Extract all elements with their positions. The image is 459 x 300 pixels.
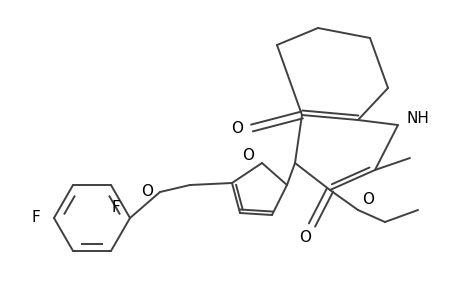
- Text: F: F: [32, 211, 40, 226]
- Text: O: O: [141, 184, 153, 200]
- Text: O: O: [230, 121, 242, 136]
- Text: O: O: [241, 148, 253, 163]
- Text: NH: NH: [406, 110, 429, 125]
- Text: O: O: [298, 230, 310, 245]
- Text: O: O: [361, 193, 373, 208]
- Text: F: F: [112, 200, 120, 214]
